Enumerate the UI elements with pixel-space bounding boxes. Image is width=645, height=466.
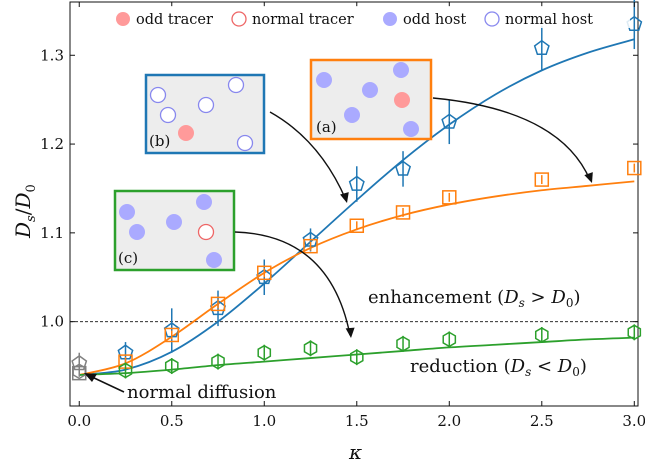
y-tick-label: 1.0 [40,313,64,331]
inset-a: (a) [309,58,433,141]
reduction-word: reduction [410,356,498,377]
legend-normal-host-marker [484,11,500,27]
data-point-c [211,353,225,370]
normal-diffusion-arrow [84,373,125,393]
particle [316,72,332,88]
particle [119,204,135,220]
data-point-a [210,296,226,312]
particle [129,224,145,240]
data-point-c [257,344,272,361]
inset-tag: (c) [118,249,138,267]
enhancement-annotation: enhancement (Ds > D0) [368,287,580,310]
x-tick-label: 2.0 [437,412,461,430]
axis-ticks: 0.0 0.5 1.0 1.5 2.0 2.5 3.0 1.0 1.1 1.2 1.3 [40,2,645,430]
data-point-a [627,160,642,176]
particle [197,223,215,241]
enhancement-word: enhancement [368,287,492,308]
legend: odd tracer normal tracer odd host normal… [110,6,630,28]
particle [344,107,360,123]
x-tick-label: 3.0 [622,412,645,430]
data-point-a [442,190,457,205]
inset-arrow-line [269,111,347,201]
y-tick-label: 1.1 [40,224,64,242]
x-tick-label: 1.0 [252,412,276,430]
legend-odd-host-marker [383,12,397,26]
inset-arrow-head [345,327,355,338]
inset-c: (c) [113,189,236,272]
arrows [234,97,593,338]
plot-area [69,1,639,407]
reduction-cond: < [537,356,552,377]
particle [236,134,254,152]
data-point-b [395,160,412,176]
data-point-a [534,172,550,187]
x-tick-label: 2.5 [530,412,554,430]
data-point-c [627,324,642,341]
particle [159,106,177,124]
x-tick-label: 1.5 [345,412,369,430]
legend-normal-tracer-label: normal tracer [252,12,354,28]
data-point-b [533,39,550,55]
data-point-a [257,265,272,281]
data-point-b [441,113,458,129]
data-point-c [164,358,179,374]
enhancement-cond: > [531,287,546,308]
y-tick-label: 1.2 [40,135,64,153]
data-point-a [349,218,365,234]
data-markers [71,0,643,381]
particle [197,96,215,114]
legend-odd-tracer-marker [116,12,130,26]
particle [206,252,222,268]
data-point-a [303,238,318,254]
legend-odd-host-label: odd host [403,12,466,28]
inset-tag: (a) [316,118,337,136]
data-point-b [348,175,365,191]
particle [394,92,410,108]
legend-normal-tracer-marker [231,11,247,27]
data-point-a [395,205,411,220]
normal-diffusion-annotation: normal diffusion [127,382,277,403]
data-point-c [534,327,549,343]
data-point-c [118,362,133,379]
data-point-c [396,335,410,352]
particle [403,121,419,137]
particle [178,125,194,141]
insets: (a) (b) (c) [113,58,433,272]
inset-arrow-line [234,231,351,336]
y-axis-title: Ds/D0 [11,184,39,239]
particle [149,86,167,104]
particle [196,194,212,210]
particle [166,214,182,230]
x-tick-label: 0.5 [160,412,184,430]
data-point-c [442,331,457,348]
legend-normal-host-label: normal host [505,12,593,28]
data-point-c [303,340,318,357]
particle [227,76,245,94]
y-tick-label: 1.3 [40,46,64,64]
inset-arrow-head [584,172,593,183]
particle [393,62,409,78]
data-point-c [349,349,364,366]
inset-arrow-line [432,97,591,181]
reduction-annotation: reduction (Ds < D0) [410,356,587,379]
inset-tag: (b) [149,132,170,150]
data-point-a [164,327,180,343]
legend-odd-tracer-label: odd tracer [136,12,213,28]
particle [362,82,378,98]
x-tick-label: 0.0 [67,412,91,430]
x-axis-title: κ [348,440,362,464]
inset-arrow-head [340,192,349,203]
inset-b: (b) [144,73,266,155]
